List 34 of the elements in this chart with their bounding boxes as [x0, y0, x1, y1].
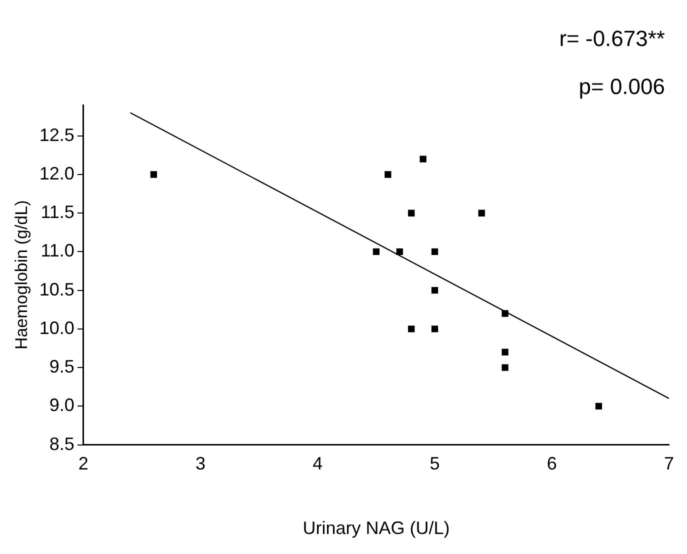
y-tick-label: 12.0 — [39, 163, 74, 184]
point — [372, 248, 380, 256]
point — [431, 248, 438, 256]
point — [150, 171, 158, 178]
y-tick-label: 8.5 — [49, 434, 74, 454]
x-axis-title: Urinary NAG (U/L) — [302, 518, 450, 538]
y-axis-title: Haemoglobin (g/dL) — [12, 200, 31, 350]
text: r= -0.673** — [559, 26, 666, 52]
point — [408, 326, 415, 332]
point — [478, 210, 485, 216]
y-tick-label: 9.0 — [49, 395, 74, 416]
point — [384, 171, 392, 178]
x-tick-label: 7 — [664, 454, 674, 474]
text: p= 0.006 — [578, 74, 665, 100]
x-tick-label: 6 — [546, 454, 557, 474]
y-tick-label: 12.5 — [39, 124, 74, 145]
x-tick-label: 5 — [430, 454, 440, 474]
y-tick-label: 10.5 — [39, 279, 74, 300]
x-tick-label: 2 — [78, 454, 88, 474]
y-tick-label: 11.0 — [40, 240, 74, 261]
x-tick-label: 3 — [196, 454, 206, 474]
y-tick-label: 9.5 — [49, 356, 74, 377]
x-tick-label: 4 — [312, 454, 323, 474]
point — [502, 310, 508, 317]
point — [502, 364, 508, 371]
point — [431, 326, 438, 332]
point — [431, 287, 438, 294]
point — [396, 248, 403, 256]
y-tick-label: 11.5 — [40, 202, 74, 222]
y-tick-label: 10.0 — [39, 318, 74, 338]
point — [595, 402, 602, 410]
point — [502, 348, 508, 356]
point — [420, 156, 426, 162]
point — [408, 210, 415, 216]
